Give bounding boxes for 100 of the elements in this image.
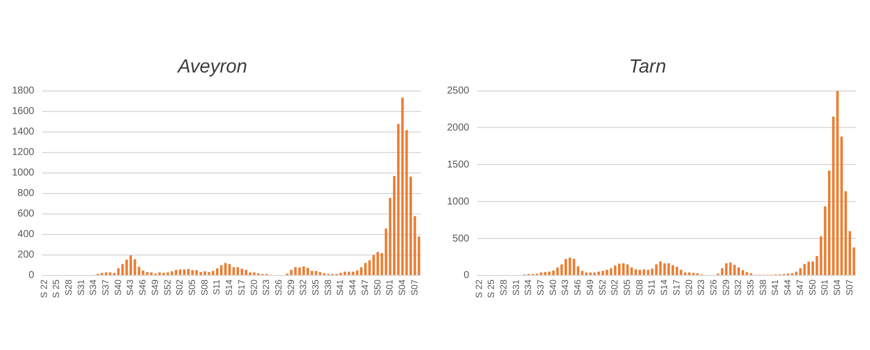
- x-tick-label: S04: [832, 279, 842, 296]
- bar: [224, 262, 227, 275]
- x-tick-label: S02: [174, 279, 185, 296]
- bar: [630, 268, 633, 275]
- bar: [372, 254, 375, 275]
- bar: [580, 270, 584, 275]
- x-tick-label: S35: [310, 279, 321, 296]
- bar: [659, 261, 662, 275]
- bar: [146, 272, 148, 275]
- bar: [544, 272, 546, 275]
- bar: [200, 272, 202, 275]
- bar: [142, 270, 144, 275]
- x-tick-label: S40: [548, 279, 558, 296]
- x-tick-label: S20: [684, 279, 694, 296]
- x-tick-label: S46: [572, 279, 583, 296]
- bar: [576, 266, 580, 275]
- bar: [134, 259, 136, 275]
- y-tick-label: 400: [18, 229, 35, 240]
- x-tick-label: S38: [758, 279, 768, 296]
- bar: [593, 272, 596, 275]
- x-tick-label: S43: [125, 279, 136, 296]
- y-tick-label: 1800: [12, 86, 35, 97]
- x-tick-label: S23: [261, 279, 272, 296]
- x-tick-label: S11: [212, 279, 222, 295]
- y-tick-label: 800: [18, 188, 35, 200]
- bar: [676, 266, 678, 275]
- bar: [104, 272, 108, 275]
- bar: [568, 258, 572, 275]
- x-tick-label: S50: [807, 279, 818, 296]
- bar: [638, 270, 642, 275]
- x-tick-label: S17: [671, 279, 682, 296]
- y-tick-label: 2500: [446, 86, 470, 97]
- bar: [733, 264, 736, 275]
- bar: [158, 272, 161, 275]
- x-tick-label: S29: [286, 279, 296, 296]
- x-tick-label: S29: [720, 279, 731, 296]
- x-tick-label: S26: [708, 279, 718, 296]
- bar: [556, 268, 559, 275]
- bar: [150, 272, 153, 275]
- bar: [564, 259, 567, 275]
- bar: [117, 268, 120, 275]
- y-tick-label: 0: [28, 270, 35, 282]
- bar: [840, 136, 843, 275]
- bar: [208, 272, 210, 275]
- bar: [836, 90, 839, 275]
- bar: [646, 270, 650, 275]
- bar: [585, 272, 588, 275]
- x-tick-label: S34: [88, 279, 98, 296]
- bar: [742, 270, 744, 275]
- chart-title: Aveyron: [176, 56, 248, 78]
- bar: [290, 270, 293, 275]
- bar: [125, 260, 128, 275]
- y-tick-label: 500: [452, 233, 470, 244]
- bar: [614, 266, 616, 275]
- y-tick-label: 0: [464, 270, 470, 282]
- x-tick-label: S28: [498, 279, 508, 296]
- x-tick-label: S20: [248, 279, 259, 296]
- bar: [108, 272, 112, 275]
- bar: [642, 269, 646, 275]
- x-tick-label: S 25: [51, 279, 62, 298]
- bar: [298, 267, 301, 275]
- x-tick-label: S04: [396, 279, 407, 296]
- x-tick-label: S05: [186, 279, 197, 296]
- y-tick-label: 1000: [12, 168, 35, 179]
- x-tick-label: S40: [112, 279, 123, 296]
- bar: [130, 255, 132, 275]
- bar: [618, 264, 621, 275]
- bar: [540, 272, 542, 275]
- bar: [204, 271, 206, 275]
- y-tick-label: 1600: [12, 106, 35, 118]
- x-tick-label: S26: [273, 279, 284, 296]
- x-tick-label: S34: [523, 279, 534, 296]
- bar: [597, 272, 600, 275]
- bar: [352, 272, 354, 275]
- x-tick-label: S41: [770, 279, 780, 296]
- x-tick-label: S52: [597, 279, 608, 296]
- y-tick-label: 1400: [12, 126, 35, 138]
- x-tick-label: S01: [384, 279, 395, 296]
- x-tick-label: S32: [298, 279, 308, 296]
- bar: [294, 267, 297, 275]
- x-tick-label: S50: [372, 279, 382, 296]
- bar: [799, 268, 802, 275]
- bar: [606, 270, 608, 275]
- bar: [236, 267, 240, 275]
- bar: [364, 262, 367, 275]
- bar: [178, 269, 182, 275]
- bar: [589, 272, 592, 275]
- bar: [380, 253, 384, 275]
- x-tick-label: S07: [844, 279, 854, 296]
- bar: [302, 266, 305, 275]
- y-tick-label: 1000: [446, 196, 470, 208]
- bar: [220, 265, 223, 275]
- bar: [672, 265, 674, 275]
- bar: [318, 272, 322, 275]
- bar: [401, 98, 404, 275]
- bar: [729, 262, 732, 275]
- bar: [166, 272, 170, 275]
- x-tick-label: S49: [584, 279, 595, 296]
- x-tick-label: S14: [224, 279, 234, 296]
- bar: [253, 272, 256, 275]
